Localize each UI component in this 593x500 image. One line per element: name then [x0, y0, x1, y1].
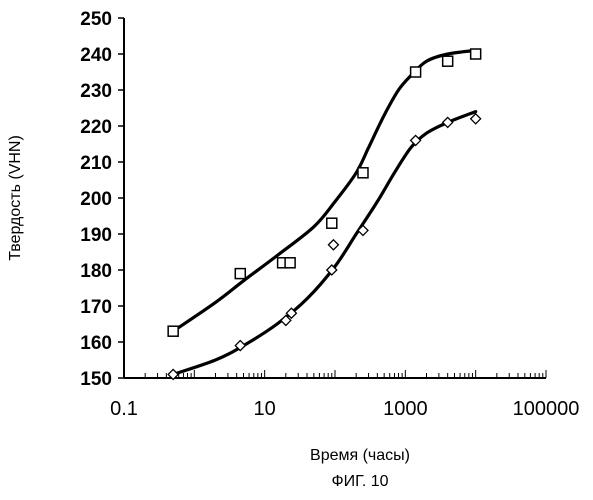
square-marker [358, 168, 368, 178]
y-tick-label: 210 [80, 153, 112, 174]
x-tick-label: 0.1 [110, 398, 138, 420]
square-marker [235, 269, 245, 279]
x-tick-label: 10 [254, 398, 276, 420]
y-tick-label: 220 [80, 117, 112, 138]
diamond-marker [471, 114, 481, 124]
y-tick-label: 170 [80, 297, 112, 318]
y-axis-label: Твердость (VHN) [7, 135, 24, 261]
diamond-marker [328, 240, 338, 250]
y-tick-label: 190 [80, 225, 112, 246]
square-marker [168, 326, 178, 336]
diamond-series-fit-curve [173, 112, 476, 375]
square-marker [471, 49, 481, 59]
y-tick-label: 200 [80, 189, 112, 210]
y-tick-label: 250 [80, 9, 112, 30]
figure-caption: ФИГ. 10 [331, 473, 388, 490]
square-marker [327, 218, 337, 228]
square-marker [443, 56, 453, 66]
y-tick-label: 150 [80, 369, 112, 390]
y-tick-label: 230 [80, 81, 112, 102]
y-tick-label: 160 [80, 333, 112, 354]
diamond-marker [443, 117, 453, 127]
y-tick-label: 240 [80, 45, 112, 66]
y-tick-label: 180 [80, 261, 112, 282]
x-tick-label: 1000 [383, 398, 428, 420]
square-marker [285, 258, 295, 268]
square-series-fit-curve [173, 50, 476, 331]
square-marker [411, 67, 421, 77]
x-axis-label: Время (часы) [310, 447, 410, 464]
x-tick-label: 100000 [513, 398, 580, 420]
